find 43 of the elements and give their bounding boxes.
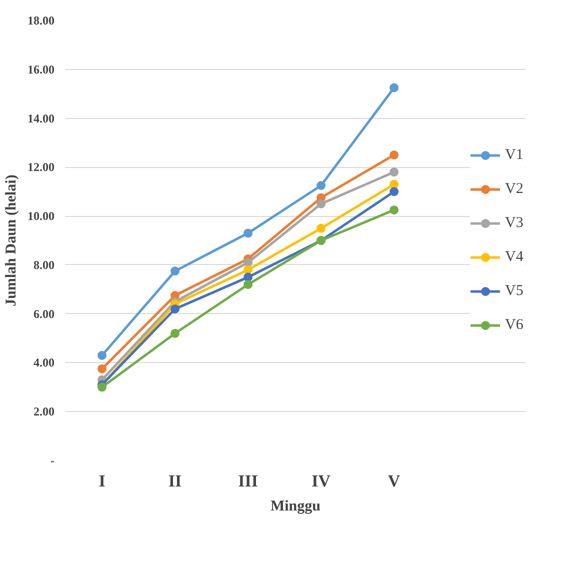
- point: [98, 350, 107, 360]
- legend-label: V2: [505, 180, 524, 198]
- x-tick-label: I: [98, 472, 106, 490]
- point: [98, 364, 107, 374]
- y-tick-label: 2.00: [34, 404, 54, 419]
- point: [390, 205, 399, 214]
- y-tick-label: 18.00: [28, 14, 54, 28]
- point: [390, 150, 399, 160]
- x-tick-label: IV: [312, 472, 332, 490]
- x-tick-label: II: [168, 472, 182, 490]
- y-tick-label: 4.00: [34, 356, 54, 370]
- point: [316, 199, 326, 208]
- point: [170, 304, 180, 314]
- x-tick-label: III: [238, 472, 258, 490]
- legend-label: V1: [505, 146, 524, 164]
- legend-label: V5: [505, 282, 524, 300]
- y-tick-label: 14.00: [28, 111, 54, 126]
- point: [170, 328, 180, 338]
- point: [244, 228, 253, 238]
- point: [316, 181, 326, 190]
- y-tick-label: 16.00: [28, 62, 54, 76]
- y-tick-label: 6.00: [34, 306, 54, 321]
- y-tick-label: 8.00: [34, 258, 54, 272]
- point: [316, 224, 326, 233]
- legend-label: V3: [505, 214, 524, 232]
- y-tick-label: 12.00: [28, 160, 54, 174]
- y-axis-title: Jumlah Daun (helai): [4, 174, 20, 306]
- point: [390, 180, 399, 189]
- x-axis-title: Minggu: [270, 498, 321, 514]
- legend-label: V6: [505, 316, 524, 334]
- x-tick-label: V: [388, 472, 401, 490]
- point: [244, 280, 253, 289]
- point: [390, 168, 399, 177]
- point: [98, 382, 107, 392]
- point: [244, 258, 253, 267]
- point: [390, 83, 399, 92]
- point: [170, 266, 180, 276]
- point: [244, 272, 253, 282]
- point: [390, 187, 399, 196]
- y-tick-label: 10.00: [28, 209, 54, 224]
- y-tick-label: -: [50, 454, 55, 468]
- legend-label: V4: [505, 248, 524, 266]
- point: [244, 265, 253, 274]
